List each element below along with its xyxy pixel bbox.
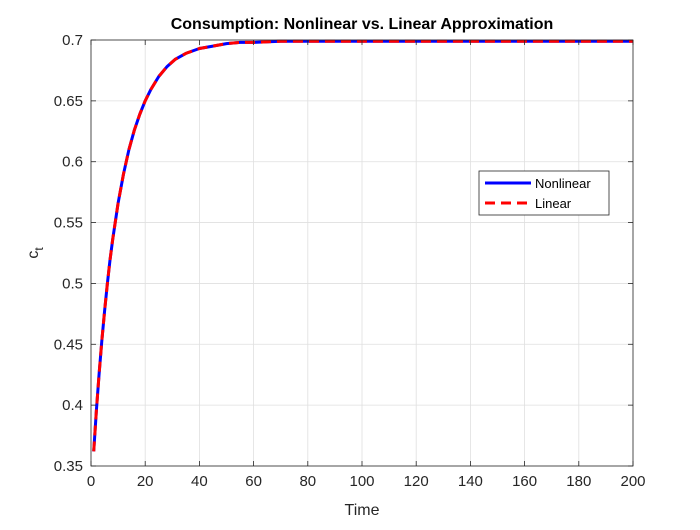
x-tick-label: 0 (87, 473, 95, 490)
y-axis-label: ct (25, 247, 46, 259)
chart-title: Consumption: Nonlinear vs. Linear Approx… (171, 16, 554, 33)
x-tick-label: 200 (620, 473, 645, 490)
y-tick-label: 0.4 (62, 397, 83, 414)
x-axis-label: Time (345, 502, 380, 519)
legend: Nonlinear Linear (478, 170, 610, 216)
ticks (90, 39, 634, 467)
legend-label-nonlinear: Nonlinear (535, 176, 591, 191)
series-group (92, 39, 633, 452)
y-tick-label: 0.5 (62, 275, 83, 292)
y-tick-label: 0.65 (54, 93, 83, 110)
x-tick-label: 120 (404, 473, 429, 490)
x-tick-label: 20 (137, 473, 154, 490)
svg-text:ct: ct (25, 247, 46, 259)
y-tick-label: 0.55 (54, 215, 83, 232)
legend-box (478, 170, 610, 216)
y-axis-label-main: c (25, 251, 42, 259)
x-tick-label: 40 (191, 473, 208, 490)
y-tick-label: 0.6 (62, 154, 83, 171)
x-tick-label: 60 (245, 473, 262, 490)
y-tick-label: 0.45 (54, 336, 83, 353)
x-tick-label: 180 (566, 473, 591, 490)
series-line-linear (92, 39, 633, 452)
x-tick-label: 160 (512, 473, 537, 490)
x-tick-label: 140 (458, 473, 483, 490)
y-tick-label: 0.35 (54, 458, 83, 475)
y-axis-label-subscript: t (32, 247, 46, 251)
legend-label-linear: Linear (535, 196, 572, 211)
y-tick-label: 0.7 (62, 32, 83, 49)
x-tick-label: 100 (349, 473, 374, 490)
tick-labels: 0 20 40 60 80 100 120 140 160 180 200 0.35 0.4 0.45 0.… (54, 32, 646, 490)
x-tick-label: 80 (299, 473, 316, 490)
